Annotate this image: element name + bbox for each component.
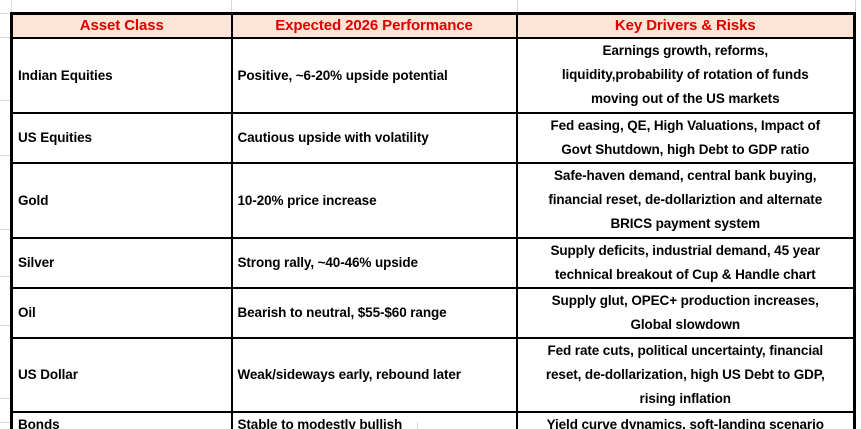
spreadsheet-gridline xyxy=(0,276,10,277)
spreadsheet-gridline xyxy=(0,229,10,230)
spreadsheet-gridline xyxy=(0,398,10,399)
spreadsheet-gridline xyxy=(11,0,12,12)
asset-cell: Silver xyxy=(10,236,233,289)
spreadsheet-gridline xyxy=(0,422,10,423)
performance-cell: 10-20% price increase xyxy=(230,161,518,239)
performance-cell: Weak/sideways early, rebound later xyxy=(230,336,518,413)
asset-cell: US Dollar xyxy=(10,336,233,413)
table-row-bonds: Bonds Stable to modestly bullish Yield c… xyxy=(10,410,856,429)
performance-cell: Bearish to neutral, $55-$60 range xyxy=(230,286,518,339)
spreadsheet-gridline xyxy=(0,37,10,38)
performance-cell: Stable to modestly bullish xyxy=(230,410,518,429)
drivers-cell: Fed rate cuts, political uncertainty, fi… xyxy=(515,336,856,413)
spreadsheet-gridline xyxy=(0,325,10,326)
header-cell-key-drivers-risks: Key Drivers & Risks xyxy=(515,12,856,39)
drivers-cell: Safe-haven demand, central bank buying, … xyxy=(515,161,856,239)
spreadsheet-gridline xyxy=(231,0,232,12)
drivers-cell: Supply deficits, industrial demand, 45 y… xyxy=(515,236,856,289)
drivers-cell: Yield curve dynamics, soft-landing scena… xyxy=(515,410,856,429)
performance-cell: Positive, ~6-20% upside potential xyxy=(230,36,518,114)
spreadsheet-gridline xyxy=(0,100,10,101)
drivers-cell: Earnings growth, reforms, liquidity,prob… xyxy=(515,36,856,114)
asset-cell: Gold xyxy=(10,161,233,239)
asset-cell: Bonds xyxy=(10,410,233,429)
performance-cell: Strong rally, ~40-46% upside xyxy=(230,236,518,289)
spreadsheet-gridline xyxy=(517,0,518,12)
table-row-silver: Silver Strong rally, ~40-46% upside Supp… xyxy=(10,236,856,289)
table-row-us-equities: US Equities Cautious upside with volatil… xyxy=(10,111,856,164)
drivers-cell: Supply glut, OPEC+ production increases,… xyxy=(515,286,856,339)
asset-outlook-table: Asset Class Expected 2026 Performance Ke… xyxy=(10,12,856,429)
table-row-us-dollar: US Dollar Weak/sideways early, rebound l… xyxy=(10,336,856,413)
table-row-gold: Gold 10-20% price increase Safe-haven de… xyxy=(10,161,856,239)
table-row-indian-equities: Indian Equities Positive, ~6-20% upside … xyxy=(10,36,856,114)
drivers-cell: Fed easing, QE, High Valuations, Impact … xyxy=(515,111,856,164)
header-cell-asset-class: Asset Class xyxy=(10,12,233,39)
asset-cell: Indian Equities xyxy=(10,36,233,114)
table-row-oil: Oil Bearish to neutral, $55-$60 range Su… xyxy=(10,286,856,339)
spreadsheet-gridline xyxy=(0,155,10,156)
header-row: Asset Class Expected 2026 Performance Ke… xyxy=(10,12,856,39)
spreadsheet-gridline xyxy=(0,13,10,14)
asset-cell: US Equities xyxy=(10,111,233,164)
asset-cell: Oil xyxy=(10,286,233,339)
performance-cell: Cautious upside with volatility xyxy=(230,111,518,164)
header-cell-expected-performance: Expected 2026 Performance xyxy=(230,12,518,39)
